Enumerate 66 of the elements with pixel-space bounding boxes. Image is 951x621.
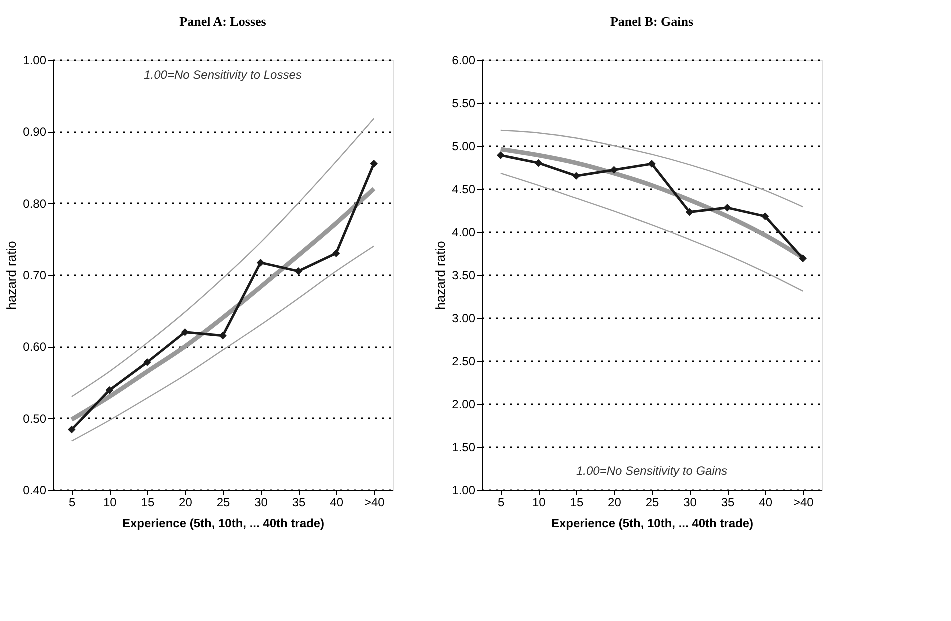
y-tick-label: 0.80 [23,196,47,211]
y-tick-label: 4.00 [452,226,476,240]
x-axis-title: Experience (5th, 10th, ... 40th trade) [122,516,325,530]
point [572,172,580,180]
y-tick-label: 3.50 [452,268,476,282]
x-tick-label: 15 [570,496,584,510]
y-axis-title: hazard ratio [433,241,448,310]
point [610,166,618,174]
y-axis-title: hazard ratio [4,241,20,310]
line-series [500,172,804,292]
point [761,212,770,220]
point [106,386,114,394]
x-tick-label: 30 [684,496,698,510]
annotation: 1.00=No Sensitivity to Gains [576,464,728,478]
x-tick-label: 5 [498,496,506,510]
point [497,152,505,160]
point [68,426,76,434]
x-axis-title: Experience (5th, 10th, ... 40th trade) [551,516,754,530]
x-tick-label: 10 [103,496,118,510]
y-tick-label: 3.00 [452,312,476,326]
point [724,204,732,212]
line-series [71,118,375,398]
y-tick-label: 1.50 [452,440,476,454]
y-tick-label: 0.70 [23,268,47,282]
x-tick-label: >40 [793,496,814,510]
line-series [500,130,804,208]
x-tick-label: 30 [254,496,268,510]
point [219,332,227,340]
point [256,258,265,267]
y-tick-label: 1.00 [452,484,476,498]
point [370,160,378,168]
line-series [71,246,375,442]
chart-title: Panel A: Losses [180,14,266,29]
chart-title: Panel B: Gains [610,14,694,29]
point [294,268,302,276]
x-tick-label: 35 [721,496,736,510]
point [686,208,694,216]
y-tick-label: 6.00 [452,54,476,68]
y-tick-label: 4.50 [452,182,476,196]
x-tick-label: >40 [364,496,386,510]
y-tick-label: 0.90 [23,125,47,140]
x-tick-label: 25 [646,496,660,510]
x-tick-label: 40 [330,496,344,510]
point [534,159,543,168]
y-tick-label: 1.00 [23,54,47,68]
x-tick-label: 20 [179,496,193,510]
x-tick-label: 35 [292,496,306,510]
y-tick-label: 2.00 [452,398,476,412]
y-tick-label: 0.40 [23,484,47,498]
x-tick-label: 10 [532,496,546,510]
point [332,250,340,258]
x-tick-label: 40 [759,496,773,510]
y-tick-label: 0.60 [23,340,47,354]
point [181,328,190,336]
x-tick-label: 5 [69,496,76,510]
point [144,358,152,366]
x-tick-label: 25 [216,496,230,510]
x-tick-label: 15 [141,496,155,510]
point [648,160,656,168]
y-tick-label: 2.50 [452,354,476,368]
y-tick-label: 0.50 [23,412,47,426]
annotation: 1.00=No Sensitivity to Losses [144,68,302,82]
point [799,254,807,263]
y-tick-label: 5.50 [452,96,476,110]
y-tick-label: 5.00 [452,140,476,154]
x-tick-label: 20 [608,496,622,510]
